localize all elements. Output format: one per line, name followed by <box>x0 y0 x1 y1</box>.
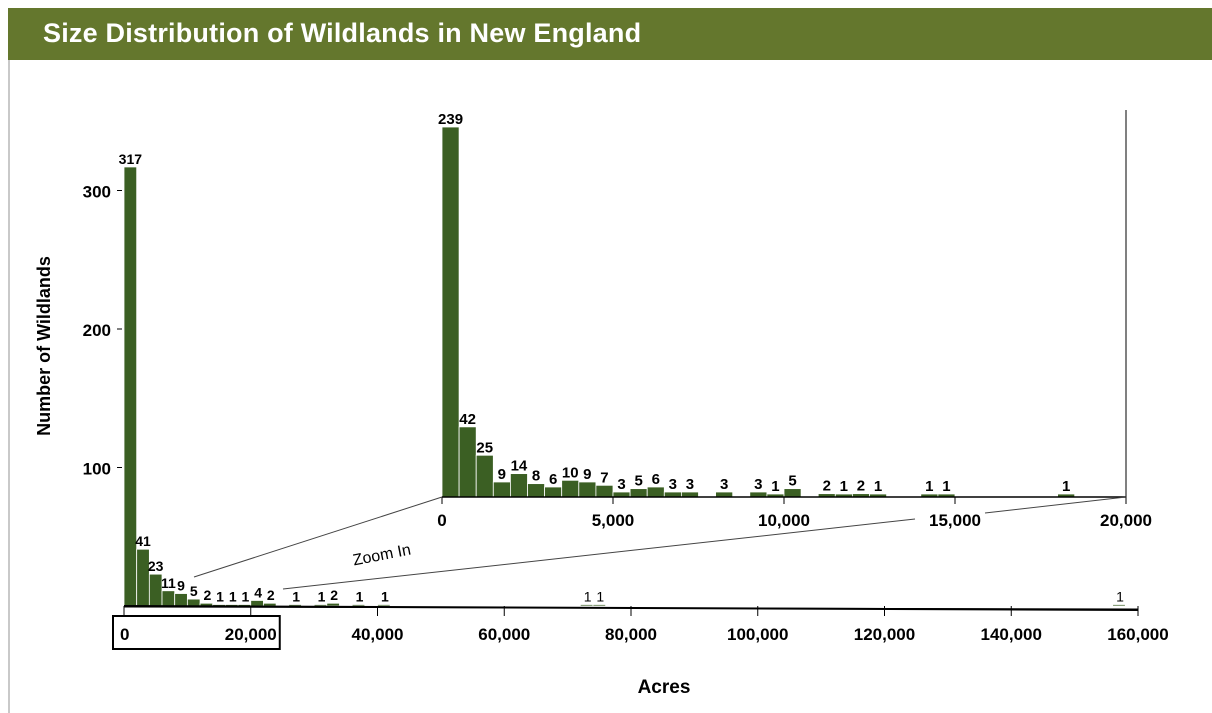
bar-value-label: 1 <box>596 589 604 605</box>
bar-value-label: 23 <box>148 558 164 574</box>
x-tick-label: 60,000 <box>478 625 530 644</box>
x-tick-label: 120,000 <box>854 625 915 644</box>
zoom-bar-value-label: 42 <box>459 411 476 428</box>
bar-value-label: 1 <box>318 589 326 605</box>
bar-value-label: 1 <box>216 589 224 605</box>
zoom-x-tick-label: 20,000 <box>1100 511 1152 530</box>
zoom-bar-value-label: 1 <box>925 478 933 495</box>
bar-value-label: 4 <box>254 584 262 600</box>
bar <box>593 605 606 607</box>
zoom-bar <box>579 482 596 497</box>
x-tick-label: 140,000 <box>981 625 1042 644</box>
zoom-bar <box>545 487 562 497</box>
zoom-bar <box>562 480 579 497</box>
zoom-bar-value-label: 10 <box>562 464 579 481</box>
bar <box>327 603 340 606</box>
zoom-bar-value-label: 14 <box>511 458 528 475</box>
zoom-bar <box>493 482 510 497</box>
zoom-bar-value-label: 3 <box>754 476 762 493</box>
zoom-bar <box>647 487 664 497</box>
zoom-bar-value-label: 1 <box>840 478 848 495</box>
bar <box>580 605 593 607</box>
bar <box>175 594 188 606</box>
y-tick-label: 300 <box>83 183 111 202</box>
bar-value-label: 1 <box>356 589 364 605</box>
zoom-in-annotation: Zoom In <box>351 542 412 570</box>
zoom-bar-value-label: 3 <box>669 476 677 493</box>
x-tick-label: 160,000 <box>1107 625 1168 644</box>
zoom-bar-value-label: 9 <box>498 466 506 483</box>
zoom-bar-value-label: 1 <box>942 478 950 495</box>
x-tick-label: 100,000 <box>727 625 788 644</box>
bar-value-label: 41 <box>135 533 151 549</box>
zoom-bar-value-label: 1 <box>874 478 882 495</box>
zoom-bar-value-label: 6 <box>652 471 660 488</box>
zoom-connectors: Zoom In <box>194 497 1126 589</box>
bar-value-label: 5 <box>190 583 198 599</box>
zoom-bar-value-label: 25 <box>476 439 493 456</box>
x-axis-label: Acres <box>638 677 691 698</box>
zoom-bar-value-label: 3 <box>720 476 728 493</box>
zoom-bar-value-label: 6 <box>549 471 557 488</box>
y-tick-label: 200 <box>83 321 111 340</box>
zoom-bar-value-label: 1 <box>771 478 779 495</box>
bar-value-label: 1 <box>584 589 592 605</box>
zoom-bar-value-label: 7 <box>600 469 608 486</box>
bar-value-label: 1 <box>229 589 237 605</box>
bar-value-label: 1 <box>242 589 250 605</box>
bar-value-label: 2 <box>267 587 275 603</box>
bar <box>352 605 365 607</box>
x-tick-label: 80,000 <box>605 625 657 644</box>
bar-value-label: 317 <box>119 151 143 167</box>
zoom-x-tick-label: 15,000 <box>929 511 981 530</box>
x-tick-label: 0 <box>120 625 129 644</box>
zoom-bar-value-label: 3 <box>686 476 694 493</box>
zoom-bar-value-label: 5 <box>634 473 642 490</box>
bar <box>162 591 175 606</box>
zoom-bar <box>442 127 459 497</box>
zoom-x-tick-label: 5,000 <box>592 511 635 530</box>
zoom-bar <box>510 474 527 497</box>
zoom-bar-value-label: 2 <box>857 478 865 495</box>
zoom-x-tick-label: 10,000 <box>758 511 810 530</box>
zoom-bar <box>459 427 476 497</box>
connector-line-left <box>194 497 442 577</box>
bar <box>251 600 264 606</box>
zoom-bar-value-label: 239 <box>438 111 463 128</box>
zoom-bar-value-label: 2 <box>823 478 831 495</box>
bar <box>378 605 391 607</box>
x-tick-label: 20,000 <box>225 625 277 644</box>
zoom-bar <box>784 489 801 497</box>
bar-value-label: 2 <box>203 587 211 603</box>
zoom-bar <box>630 489 647 497</box>
zoom-bar-value-label: 8 <box>532 468 540 485</box>
bar-value-label: 1 <box>1116 589 1124 605</box>
bar-value-label: 9 <box>177 578 185 594</box>
bar-value-label: 1 <box>292 589 300 605</box>
bar-value-label: 11 <box>161 575 176 591</box>
zoom-bar-value-label: 1 <box>1062 478 1070 495</box>
zoom-bar <box>476 455 493 497</box>
zoom-x-tick-label: 0 <box>437 511 446 530</box>
y-tick-label: 100 <box>83 460 111 479</box>
zoom-bar <box>596 485 613 497</box>
zoom-bar-value-label: 3 <box>617 476 625 493</box>
zoom-bar-value-label: 9 <box>583 466 591 483</box>
zoom-bar-value-label: 5 <box>788 473 796 490</box>
zoom-bar <box>528 484 545 497</box>
bar <box>1113 605 1126 607</box>
x-tick-label: 40,000 <box>352 625 404 644</box>
bar <box>187 599 200 606</box>
bar-value-label: 2 <box>330 587 338 603</box>
bar-value-label: 1 <box>381 589 389 605</box>
y-axis-label: Number of Wildlands <box>34 256 54 436</box>
